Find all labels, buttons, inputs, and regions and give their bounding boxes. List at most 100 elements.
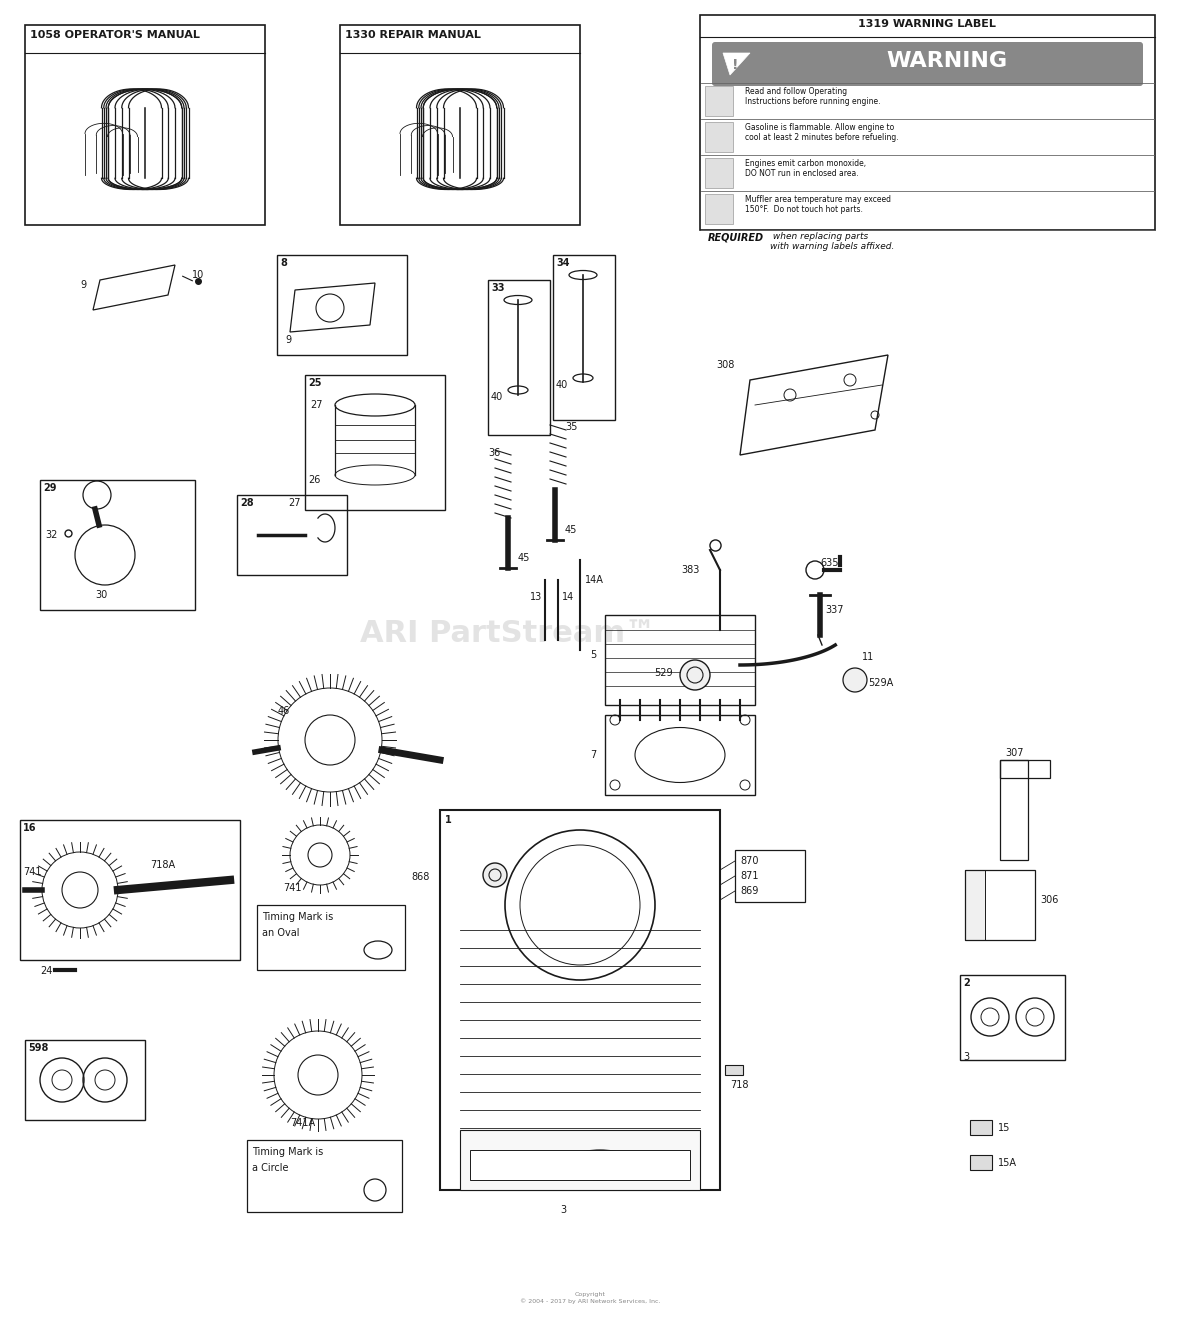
Text: 870: 870 — [740, 856, 759, 867]
Text: 8: 8 — [280, 259, 287, 268]
Bar — [961, 975, 1066, 1060]
Bar — [605, 615, 755, 704]
Text: 868: 868 — [412, 872, 430, 882]
Bar — [247, 1140, 402, 1212]
Bar — [553, 255, 615, 419]
Text: 1: 1 — [445, 815, 452, 824]
Bar — [340, 25, 581, 226]
Bar — [999, 760, 1050, 778]
Text: 1058 OPERATOR'S MANUAL: 1058 OPERATOR'S MANUAL — [30, 30, 199, 40]
Text: 9: 9 — [286, 335, 291, 346]
Text: 383: 383 — [682, 565, 700, 575]
Text: an Oval: an Oval — [262, 929, 300, 938]
Text: 598: 598 — [28, 1043, 48, 1053]
Text: 27: 27 — [288, 499, 301, 508]
Text: 7: 7 — [590, 751, 596, 760]
Text: 45: 45 — [518, 553, 530, 563]
Bar — [489, 280, 550, 435]
Ellipse shape — [635, 728, 725, 782]
Bar — [700, 15, 1155, 230]
Text: !: ! — [732, 58, 739, 73]
Text: 28: 28 — [240, 499, 254, 508]
Bar — [735, 849, 805, 902]
Polygon shape — [723, 53, 750, 75]
Bar — [460, 1130, 700, 1190]
Text: 869: 869 — [740, 886, 759, 896]
Text: 635: 635 — [820, 558, 839, 568]
Text: Copyright
© 2004 - 2017 by ARI Network Services, Inc.: Copyright © 2004 - 2017 by ARI Network S… — [519, 1293, 661, 1304]
Text: 26: 26 — [308, 475, 321, 485]
Text: 45: 45 — [565, 525, 577, 536]
Text: 29: 29 — [42, 483, 57, 493]
Text: 40: 40 — [556, 380, 569, 390]
Text: 306: 306 — [1040, 896, 1058, 905]
Bar — [470, 1150, 690, 1181]
Bar — [704, 121, 733, 152]
Text: Read and follow Operating
Instructions before running engine.: Read and follow Operating Instructions b… — [745, 87, 880, 107]
Circle shape — [680, 660, 710, 690]
Text: 15: 15 — [998, 1122, 1010, 1133]
Text: 34: 34 — [556, 259, 570, 268]
Text: 529: 529 — [655, 667, 673, 678]
Bar — [970, 1155, 992, 1170]
Text: Gasoline is flammable. Allow engine to
cool at least 2 minutes before refueling.: Gasoline is flammable. Allow engine to c… — [745, 123, 899, 142]
Text: 14: 14 — [562, 592, 575, 601]
Bar — [965, 871, 985, 940]
Text: 16: 16 — [22, 823, 37, 834]
Text: 14A: 14A — [585, 575, 604, 586]
Bar — [704, 194, 733, 224]
Text: 337: 337 — [825, 605, 844, 615]
Text: 9: 9 — [80, 280, 86, 290]
Text: 46: 46 — [278, 706, 290, 716]
Text: a Circle: a Circle — [253, 1163, 288, 1173]
Text: 1319 WARNING LABEL: 1319 WARNING LABEL — [858, 18, 996, 29]
Text: 25: 25 — [308, 379, 321, 388]
Text: 40: 40 — [491, 392, 503, 402]
Text: 871: 871 — [740, 871, 759, 881]
Bar — [704, 86, 733, 116]
Bar — [965, 871, 1035, 940]
Text: 13: 13 — [530, 592, 543, 601]
Bar — [25, 1039, 145, 1120]
Text: 35: 35 — [565, 422, 577, 433]
FancyBboxPatch shape — [712, 42, 1143, 86]
Bar — [605, 715, 755, 795]
Text: 2: 2 — [963, 977, 970, 988]
Circle shape — [843, 667, 867, 692]
Text: 1330 REPAIR MANUAL: 1330 REPAIR MANUAL — [345, 30, 481, 40]
Text: 27: 27 — [310, 400, 322, 410]
Text: Timing Mark is: Timing Mark is — [253, 1148, 323, 1157]
Text: 741: 741 — [22, 867, 41, 877]
Text: ARI PartStream™: ARI PartStream™ — [360, 619, 655, 648]
Text: 308: 308 — [716, 360, 735, 371]
Text: 36: 36 — [489, 448, 500, 458]
Ellipse shape — [565, 1150, 635, 1181]
Text: 11: 11 — [863, 652, 874, 662]
Text: 32: 32 — [45, 530, 58, 539]
Text: Engines emit carbon monoxide,
DO NOT run in enclosed area.: Engines emit carbon monoxide, DO NOT run… — [745, 160, 866, 178]
Bar — [970, 1120, 992, 1136]
Bar — [257, 905, 405, 969]
Bar — [237, 495, 347, 575]
Text: 5: 5 — [590, 650, 596, 660]
Bar — [440, 810, 720, 1190]
Bar — [704, 158, 733, 189]
Text: 30: 30 — [96, 590, 107, 600]
Text: Muffler area temperature may exceed
150°F.  Do not touch hot parts.: Muffler area temperature may exceed 150°… — [745, 195, 891, 215]
Bar — [304, 375, 445, 510]
Text: 718: 718 — [730, 1080, 748, 1089]
Text: when replacing parts
with warning labels affixed.: when replacing parts with warning labels… — [771, 232, 894, 252]
Circle shape — [483, 863, 507, 886]
Text: 33: 33 — [491, 284, 505, 293]
Text: 529A: 529A — [868, 678, 893, 689]
Text: 15A: 15A — [998, 1158, 1017, 1169]
Text: WARNING: WARNING — [886, 51, 1008, 71]
Bar — [277, 255, 407, 355]
Text: Timing Mark is: Timing Mark is — [262, 911, 333, 922]
Text: REQUIRED: REQUIRED — [708, 232, 765, 241]
Text: 3: 3 — [963, 1053, 969, 1062]
Text: 24: 24 — [40, 966, 52, 976]
Bar — [25, 25, 266, 226]
Text: 10: 10 — [192, 270, 204, 280]
Bar — [40, 480, 195, 609]
